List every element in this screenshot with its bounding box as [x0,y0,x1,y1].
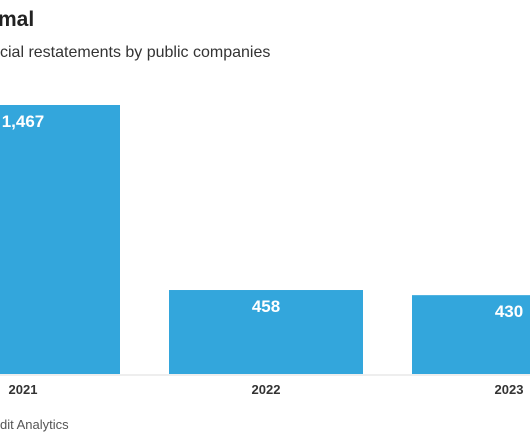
source-note: dit Analytics [0,417,69,432]
x-tick-2022: 2022 [252,382,281,397]
bar-2023 [412,295,530,374]
value-label-2022: 458 [252,297,280,316]
value-label-2021: 1,467 [2,112,45,131]
chart-subtitle: cial restatements by public companies [0,44,271,61]
value-label-2023: 430 [495,302,523,321]
bar-2022 [169,290,363,374]
chart-title: mal [0,8,35,31]
x-tick-2023: 2023 [495,382,524,397]
bar-2021 [0,105,120,374]
x-tick-2021: 2021 [9,382,38,397]
